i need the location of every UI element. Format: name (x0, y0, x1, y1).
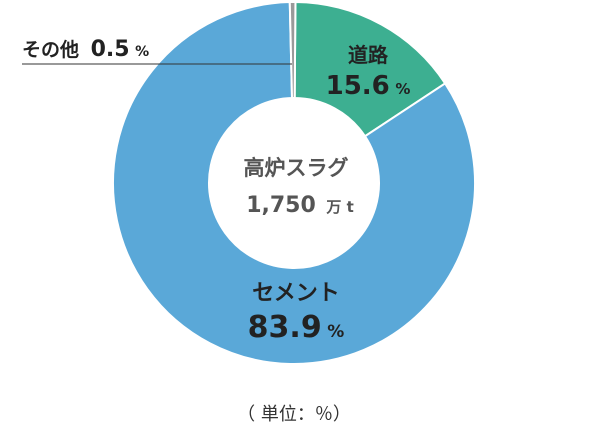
slice-label-other: その他 (22, 38, 79, 61)
slice-value-road-group: 15.6 % (326, 71, 411, 101)
slice-cement (112, 1, 476, 365)
donut-slices (112, 0, 476, 365)
percent-cement: % (327, 322, 344, 342)
slice-value-cement: 83.9 (248, 310, 322, 345)
slice-label-road: 道路 (348, 43, 389, 67)
slice-value-road: 15.6 (326, 71, 390, 101)
slice-label-cement: セメント (252, 281, 340, 306)
center-value: 1,750 (246, 193, 316, 218)
slice-label-other-group: その他 0.5 % (22, 37, 149, 62)
percent-other: % (135, 44, 149, 60)
center-unit: 万 t (325, 198, 353, 216)
center-value-group: 1,750 万 t (246, 193, 354, 218)
slice-value-other: 0.5 (91, 37, 130, 62)
slice-other (288, 1, 297, 100)
center-title: 高炉スラグ (244, 156, 349, 180)
slice-road (293, 0, 447, 138)
slice-value-cement-group: 83.9 % (248, 310, 345, 345)
unit-note: （ 単位：％） (237, 404, 351, 425)
percent-road: % (395, 80, 410, 98)
